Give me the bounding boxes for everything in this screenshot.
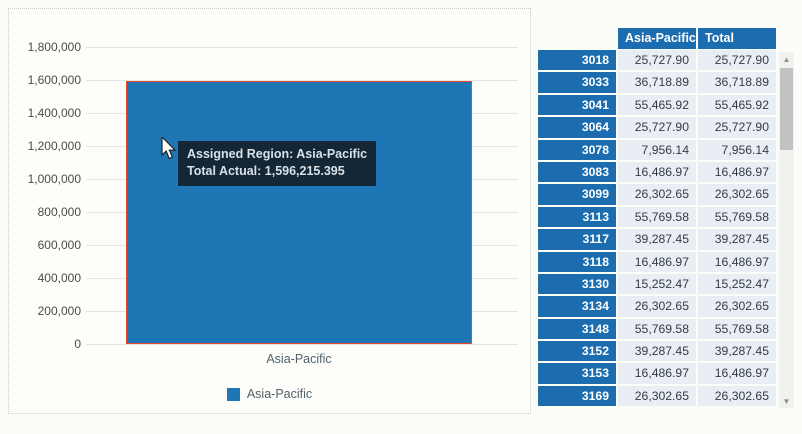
total-value-cell[interactable]: 16,486.97	[698, 363, 776, 384]
y-axis-tick-label: 400,000	[37, 271, 81, 285]
total-value-cell[interactable]: 55,769.58	[698, 206, 776, 228]
total-value-cell[interactable]: 26,302.65	[698, 385, 776, 407]
table-row[interactable]: 3117 39,287.45 39,287.45	[538, 229, 776, 250]
column-header-asia-pacific[interactable]: Asia-Pacific	[618, 28, 696, 49]
table-row[interactable]: 3134 26,302.65 26,302.65	[538, 296, 776, 317]
asia-pacific-value-cell[interactable]: 55,465.92	[618, 94, 696, 116]
row-header-cell[interactable]: 3148	[538, 318, 616, 340]
row-header-cell[interactable]: 3118	[538, 251, 616, 272]
table-row[interactable]: 3153 16,486.97 16,486.97	[538, 363, 776, 384]
asia-pacific-value-cell[interactable]: 39,287.45	[618, 341, 696, 362]
chart-tooltip: Assigned Region: Asia-Pacific Total Actu…	[178, 141, 377, 186]
row-header-cell[interactable]: 3033	[538, 72, 616, 93]
column-header-total[interactable]: Total	[698, 28, 776, 49]
y-axis-tick-label: 1,600,000	[27, 73, 81, 87]
row-header-cell[interactable]: 3117	[538, 229, 616, 250]
y-axis-tick-label: 800,000	[37, 205, 81, 219]
asia-pacific-value-cell[interactable]: 26,302.65	[618, 296, 696, 317]
y-axis-tick-label: 600,000	[37, 238, 81, 252]
asia-pacific-value-cell[interactable]: 7,956.14	[618, 139, 696, 160]
row-header-cell[interactable]: 3169	[538, 385, 616, 407]
asia-pacific-value-cell[interactable]: 26,302.65	[618, 385, 696, 407]
asia-pacific-value-cell[interactable]: 16,486.97	[618, 251, 696, 272]
tooltip-total-line: Total Actual: 1,596,215.395	[187, 164, 345, 178]
total-value-cell[interactable]: 36,718.89	[698, 72, 776, 93]
asia-pacific-value-cell[interactable]: 55,769.58	[618, 318, 696, 340]
legend-label: Asia-Pacific	[246, 387, 313, 401]
table-row[interactable]: 3152 39,287.45 39,287.45	[538, 341, 776, 362]
gridline	[86, 80, 518, 81]
row-header-cell[interactable]: 3064	[538, 117, 616, 138]
mouse-cursor-icon	[161, 137, 177, 160]
tooltip-region-line: Assigned Region: Asia-Pacific	[187, 147, 368, 161]
table-header-row: Asia-Pacific Total	[618, 28, 776, 49]
y-axis-tick-label: 0	[74, 337, 81, 351]
scrollbar-thumb[interactable]	[780, 68, 793, 150]
y-axis-tick-label: 1,000,000	[27, 172, 81, 186]
table-scrollbar[interactable]: ▲ ▼	[779, 52, 794, 408]
table-row[interactable]: 3018 25,727.90 25,727.90	[538, 50, 776, 71]
asia-pacific-value-cell[interactable]: 36,718.89	[618, 72, 696, 93]
chart-legend[interactable]: Asia-Pacific	[9, 387, 530, 401]
row-header-cell[interactable]: 3099	[538, 184, 616, 205]
asia-pacific-value-cell[interactable]: 15,252.47	[618, 273, 696, 295]
asia-pacific-value-cell[interactable]: 25,727.90	[618, 50, 696, 71]
total-value-cell[interactable]: 15,252.47	[698, 273, 776, 295]
row-header-cell[interactable]: 3083	[538, 161, 616, 183]
table-row[interactable]: 3113 55,769.58 55,769.58	[538, 206, 776, 228]
scroll-down-icon[interactable]: ▼	[782, 396, 791, 406]
gridline	[86, 47, 518, 48]
table-row[interactable]: 3118 16,486.97 16,486.97	[538, 251, 776, 272]
table-row[interactable]: 3083 16,486.97 16,486.97	[538, 161, 776, 183]
table-row[interactable]: 3064 25,727.90 25,727.90	[538, 117, 776, 138]
table-row[interactable]: 3169 26,302.65 26,302.65	[538, 385, 776, 407]
y-axis-tick-label: 1,200,000	[27, 139, 81, 153]
row-header-cell[interactable]: 3018	[538, 50, 616, 71]
total-value-cell[interactable]: 25,727.90	[698, 117, 776, 138]
table-row[interactable]: 3130 15,252.47 15,252.47	[538, 273, 776, 295]
table-row[interactable]: 3099 26,302.65 26,302.65	[538, 184, 776, 205]
row-header-cell[interactable]: 3078	[538, 139, 616, 160]
gridline	[86, 344, 518, 345]
row-header-cell[interactable]: 3130	[538, 273, 616, 295]
total-value-cell[interactable]: 16,486.97	[698, 251, 776, 272]
total-value-cell[interactable]: 55,769.58	[698, 318, 776, 340]
row-header-cell[interactable]: 3113	[538, 206, 616, 228]
asia-pacific-value-cell[interactable]: 55,769.58	[618, 206, 696, 228]
total-value-cell[interactable]: 26,302.65	[698, 296, 776, 317]
bar-asia-pacific[interactable]	[126, 81, 472, 344]
asia-pacific-value-cell[interactable]: 39,287.45	[618, 229, 696, 250]
total-value-cell[interactable]: 39,287.45	[698, 229, 776, 250]
bar-chart-panel: 0 200,000 400,000 600,000 800,000 1,000,000 1,…	[8, 8, 531, 414]
row-header-cell[interactable]: 3134	[538, 296, 616, 317]
total-value-cell[interactable]: 39,287.45	[698, 341, 776, 362]
row-header-cell[interactable]: 3041	[538, 94, 616, 116]
total-value-cell[interactable]: 16,486.97	[698, 161, 776, 183]
table-row[interactable]: 3078 7,956.14 7,956.14	[538, 139, 776, 160]
row-header-cell[interactable]: 3153	[538, 363, 616, 384]
x-axis-category-label: Asia-Pacific	[266, 352, 332, 366]
total-value-cell[interactable]: 25,727.90	[698, 50, 776, 71]
row-header-cell[interactable]: 3152	[538, 341, 616, 362]
total-value-cell[interactable]: 55,465.92	[698, 94, 776, 116]
legend-swatch-icon	[226, 387, 240, 401]
y-axis-ticks: 0 200,000 400,000 600,000 800,000 1,000,000 1,…	[9, 9, 81, 413]
table-body: 3018 25,727.90 25,727.90 3033 36,718.89 36,71…	[538, 50, 776, 408]
table-row[interactable]: 3033 36,718.89 36,718.89	[538, 72, 776, 93]
y-axis-tick-label: 1,400,000	[27, 106, 81, 120]
asia-pacific-value-cell[interactable]: 16,486.97	[618, 161, 696, 183]
table-row[interactable]: 3148 55,769.58 55,769.58	[538, 318, 776, 340]
y-axis-tick-label: 1,800,000	[27, 40, 81, 54]
asia-pacific-value-cell[interactable]: 26,302.65	[618, 184, 696, 205]
asia-pacific-value-cell[interactable]: 25,727.90	[618, 117, 696, 138]
y-axis-tick-label: 200,000	[37, 304, 81, 318]
total-value-cell[interactable]: 26,302.65	[698, 184, 776, 205]
table-row[interactable]: 3041 55,465.92 55,465.92	[538, 94, 776, 116]
asia-pacific-value-cell[interactable]: 16,486.97	[618, 363, 696, 384]
scroll-up-icon[interactable]: ▲	[782, 54, 791, 64]
total-value-cell[interactable]: 7,956.14	[698, 139, 776, 160]
